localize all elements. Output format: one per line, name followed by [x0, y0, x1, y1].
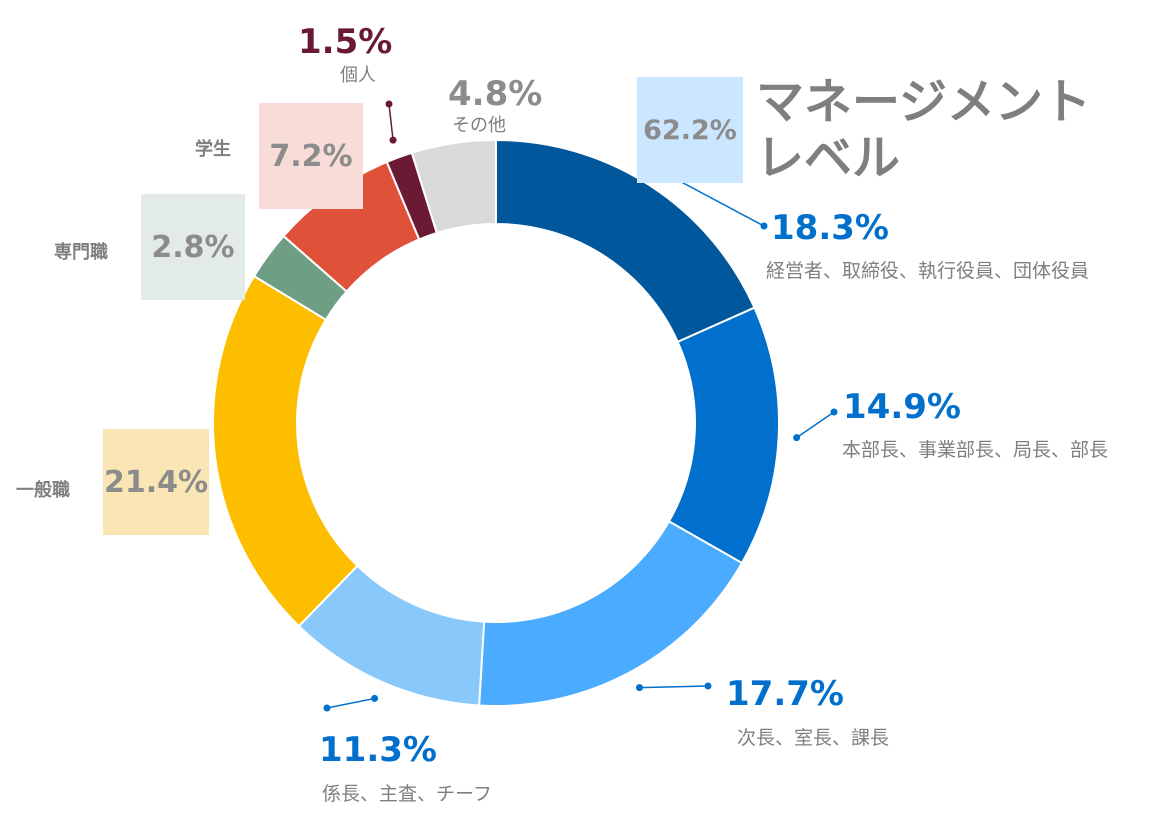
slice-pct-team-leads: 11.3% — [319, 730, 437, 770]
management-level-title-line1: マネージメント — [756, 74, 1092, 130]
slice-pct-individual: 1.5% — [298, 22, 393, 62]
slice-pct-department-heads: 14.9% — [843, 387, 961, 427]
slice-label-student: 学生 — [195, 139, 231, 160]
management-level-title: マネージメント レベル — [756, 74, 1091, 186]
slice-desc-department-heads: 本部長、事業部長、局長、部長 — [842, 439, 1109, 461]
leader-dot-individual — [385, 100, 393, 108]
slice-pct-section-chiefs: 17.7% — [726, 674, 844, 714]
slice-box-specialist: 2.8% — [141, 194, 245, 300]
slice-label-general-staff: 一般職 — [16, 480, 70, 501]
slice-box-general-staff: 21.4% — [103, 429, 209, 535]
leader-line-team-leads — [326, 697, 375, 709]
donut-slice-department-heads — [667, 306, 780, 565]
leader-dot-team-leads — [371, 694, 379, 702]
management-level-pct: 62.2% — [643, 114, 737, 146]
leader-dot-individual — [389, 136, 397, 144]
slice-pct-other: 4.8% — [448, 74, 543, 114]
leader-dot-section-chiefs — [704, 682, 712, 690]
leader-dot-department-heads — [793, 434, 801, 442]
slice-desc-executives: 経営者、取締役、執行役員、団体役員 — [766, 260, 1090, 282]
leader-line-individual — [388, 103, 394, 141]
slice-pct-student: 7.2% — [269, 138, 353, 174]
leader-line-section-chiefs — [639, 685, 709, 689]
slice-desc-other: その他 — [452, 115, 506, 136]
slice-pct-general-staff: 21.4% — [103, 464, 209, 500]
slice-label-specialist: 専門職 — [54, 242, 108, 263]
slice-pct-executives: 18.3% — [771, 208, 889, 248]
donut-slice-other — [410, 138, 497, 235]
management-level-title-line2: レベル — [756, 130, 901, 186]
donut-slice-section-chiefs — [478, 520, 744, 707]
leader-line-department-heads — [796, 411, 835, 439]
leader-dot-section-chiefs — [635, 684, 643, 692]
slice-pct-specialist: 2.8% — [151, 229, 235, 265]
donut-slice-general-staff — [212, 274, 359, 628]
slice-box-student: 7.2% — [259, 103, 363, 209]
leader-dot-executives — [760, 222, 768, 230]
management-level-box: 62.2% — [637, 77, 743, 183]
leader-dot-department-heads — [830, 408, 838, 416]
slice-desc-team-leads: 係長、主査、チーフ — [322, 783, 492, 805]
slice-desc-section-chiefs: 次長、室長、課長 — [737, 727, 890, 749]
leader-dot-team-leads — [323, 704, 331, 712]
slice-desc-individual: 個人 — [340, 65, 376, 86]
